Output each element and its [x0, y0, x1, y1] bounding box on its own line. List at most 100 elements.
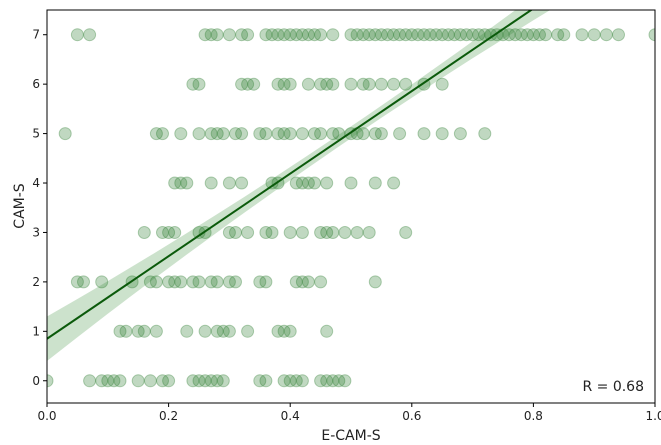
data-point [162, 226, 176, 239]
data-point [539, 28, 553, 42]
x-tick-label: 0.4 [281, 409, 300, 423]
data-point [320, 324, 334, 338]
data-point [435, 28, 449, 42]
data-point [502, 28, 516, 42]
data-point [241, 77, 255, 91]
data-point [131, 374, 145, 388]
data-point [168, 275, 182, 289]
data-point [143, 374, 157, 388]
data-point [295, 28, 309, 42]
data-point [210, 324, 224, 338]
data-point [83, 28, 97, 42]
data-point [344, 77, 358, 91]
x-tick-label: 1.0 [645, 409, 661, 423]
data-point [308, 28, 321, 42]
data-point [344, 28, 358, 42]
data-point [137, 226, 151, 239]
data-point [149, 324, 163, 338]
data-point [283, 28, 297, 42]
data-point [216, 324, 230, 338]
data-point [113, 324, 127, 338]
data-point [192, 374, 206, 388]
data-point [210, 127, 224, 141]
data-point [198, 28, 212, 42]
data-point [453, 127, 467, 141]
data-point [168, 226, 182, 239]
data-point [320, 374, 334, 388]
data-point [326, 28, 340, 42]
data-point [460, 28, 473, 42]
data-point [399, 28, 413, 42]
y-tick-label: 5 [32, 127, 40, 141]
data-point [271, 324, 285, 338]
y-tick-label: 3 [32, 225, 40, 239]
data-point [320, 176, 334, 190]
data-point [350, 226, 364, 239]
data-point [265, 226, 279, 239]
y-tick-label: 6 [32, 77, 40, 91]
data-point [222, 28, 236, 42]
data-point [229, 275, 242, 289]
y-tick-label: 0 [32, 374, 40, 388]
points-layer [47, 28, 655, 388]
data-point [350, 28, 364, 42]
r-annotation: R = 0.68 [582, 379, 644, 395]
data-point [575, 28, 589, 42]
data-point [368, 275, 382, 289]
data-point [174, 176, 188, 190]
data-point [289, 275, 303, 289]
data-point [405, 28, 419, 42]
x-tick-label: 0.2 [159, 409, 178, 423]
data-point [107, 374, 121, 388]
data-point [204, 28, 218, 42]
data-point [599, 28, 613, 42]
data-point [277, 77, 291, 91]
data-point [295, 127, 309, 141]
plot-frame [46, 9, 656, 404]
data-point [423, 28, 437, 42]
data-point [156, 127, 169, 141]
data-point [70, 275, 84, 289]
x-tick-label: 0.8 [524, 409, 543, 423]
data-point [314, 226, 328, 239]
data-point [83, 374, 97, 388]
data-point [587, 28, 601, 42]
y-tick-label: 1 [32, 324, 40, 338]
data-point [447, 28, 461, 42]
data-point [137, 324, 151, 338]
regression-line [47, 10, 533, 340]
data-point [435, 77, 449, 91]
data-point [387, 176, 401, 190]
data-point [308, 127, 321, 141]
data-point [222, 176, 236, 190]
data-point [253, 374, 267, 388]
data-point [222, 324, 236, 338]
data-point [119, 324, 133, 338]
data-point [271, 127, 285, 141]
data-point [247, 77, 261, 91]
data-point [241, 324, 255, 338]
data-point [259, 127, 273, 141]
data-point [314, 275, 328, 289]
data-point [301, 275, 315, 289]
data-point [95, 374, 109, 388]
data-point [362, 28, 376, 42]
data-point [283, 127, 297, 141]
data-point [526, 28, 540, 42]
data-point [326, 127, 340, 141]
data-point [314, 374, 328, 388]
data-point [58, 127, 72, 141]
data-point [277, 324, 291, 338]
data-point [338, 226, 352, 239]
data-point [156, 374, 169, 388]
data-point [241, 226, 255, 239]
data-point [101, 374, 115, 388]
data-point [162, 275, 176, 289]
data-point [70, 28, 84, 42]
data-point [186, 275, 200, 289]
regression-layer [47, 10, 533, 340]
data-point [113, 374, 127, 388]
data-point [277, 127, 291, 141]
data-point [210, 374, 224, 388]
data-point [192, 77, 206, 91]
